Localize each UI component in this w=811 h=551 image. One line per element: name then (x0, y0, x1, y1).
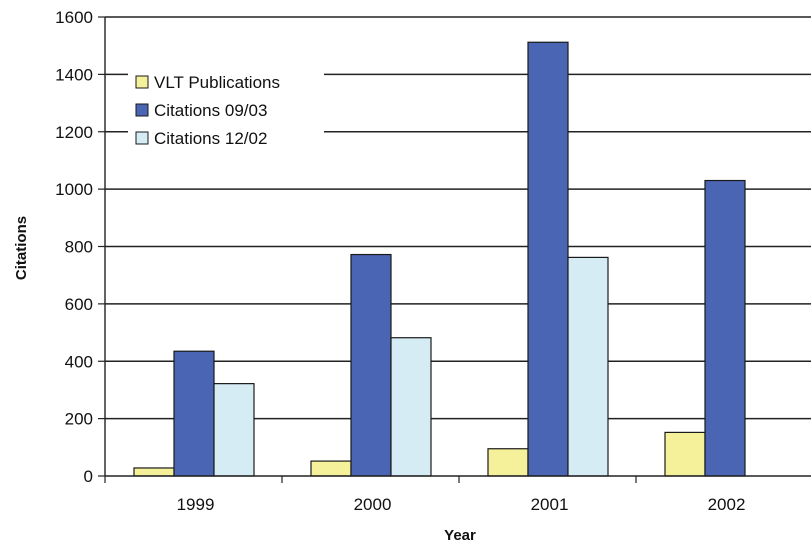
bar-citations-12-02-1999 (213, 383, 255, 477)
bar-citations-09-03-2000 (350, 253, 392, 477)
bar-vlt-publications-2001 (487, 448, 529, 477)
x-tick-label: 2000 (354, 495, 392, 514)
y-tick-label: 400 (65, 352, 93, 371)
axes: 0 200 400 600 800 1000 1200 1400 1600 1999 2000 200… (55, 8, 811, 514)
legend-swatch (135, 103, 149, 117)
y-tick-label: 800 (65, 238, 93, 257)
bar-citations-09-03-2001 (527, 41, 569, 477)
legend-swatch (135, 131, 149, 145)
x-axis-title: Year (444, 527, 476, 544)
bar-citations-09-03-1999 (173, 350, 215, 477)
legend-label: VLT Publications (154, 73, 280, 92)
legend-swatch (135, 75, 149, 89)
legend-label: Citations 09/03 (154, 101, 267, 120)
y-tick-label: 1400 (55, 65, 93, 84)
y-tick-label: 200 (65, 410, 93, 429)
y-axis-title: Citations (13, 216, 30, 280)
y-tick-label: 600 (65, 295, 93, 314)
bars (133, 41, 746, 477)
y-tick-label: 1000 (55, 180, 93, 199)
legend-label: Citations 12/02 (154, 129, 267, 148)
bar-citations-12-02-2001 (567, 256, 609, 477)
legend-box (128, 66, 324, 156)
y-tick-label: 1600 (55, 8, 93, 27)
bar-citations-12-02-2000 (390, 337, 432, 477)
bar-vlt-publications-2000 (310, 460, 352, 477)
bar-vlt-publications-2002 (664, 431, 706, 477)
y-tick-label: 1200 (55, 123, 93, 142)
y-tick-label: 0 (84, 467, 93, 486)
x-tick-label: 2001 (531, 495, 569, 514)
x-tick-label: 2002 (708, 495, 746, 514)
bar-vlt-publications-1999 (133, 467, 175, 477)
legend: VLT Publications Citations 09/03 Citations… (128, 66, 324, 156)
bar-citations-09-03-2002 (704, 179, 746, 477)
x-tick-label: 1999 (177, 495, 215, 514)
